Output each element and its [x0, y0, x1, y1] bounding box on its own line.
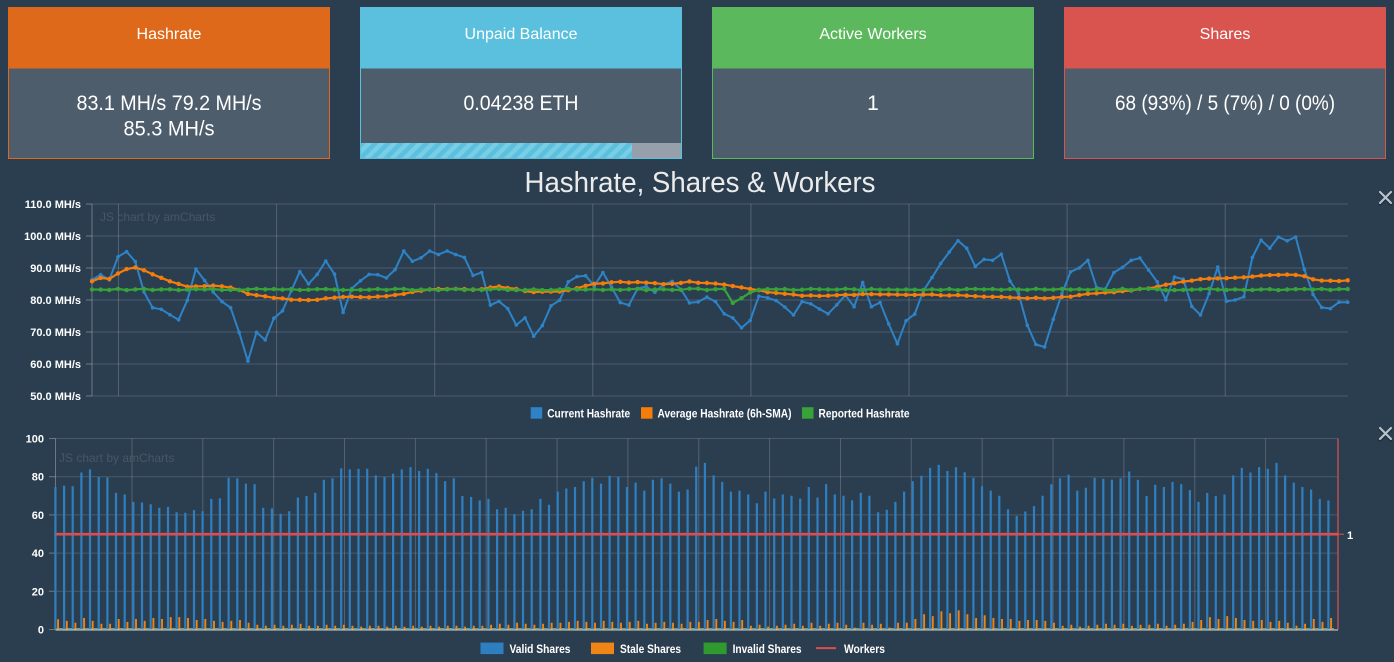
svg-text:80.0 MH/s: 80.0 MH/s [30, 295, 81, 307]
svg-text:83.1 MH/s 79.2 MH/s: 83.1 MH/s 79.2 MH/s [77, 92, 262, 115]
svg-text:Workers: Workers [844, 642, 885, 656]
svg-text:Active Workers: Active Workers [819, 26, 926, 43]
svg-text:85.3 MH/s: 85.3 MH/s [124, 118, 215, 141]
svg-text:100: 100 [26, 434, 44, 446]
svg-text:Current Hashrate: Current Hashrate [547, 406, 630, 420]
svg-text:JS chart by amCharts: JS chart by amCharts [100, 210, 215, 224]
svg-text:JS chart by amCharts: JS chart by amCharts [59, 451, 174, 465]
svg-text:1: 1 [1347, 530, 1353, 542]
svg-text:60.0 MH/s: 60.0 MH/s [30, 359, 81, 371]
svg-text:70.0 MH/s: 70.0 MH/s [30, 327, 81, 339]
svg-text:60: 60 [32, 510, 44, 522]
svg-text:Invalid Shares: Invalid Shares [733, 642, 802, 656]
svg-text:Average Hashrate (6h-SMA): Average Hashrate (6h-SMA) [658, 406, 792, 420]
svg-text:0.04238 ETH: 0.04238 ETH [464, 92, 579, 115]
svg-text:20: 20 [32, 586, 44, 598]
svg-text:Shares: Shares [1200, 26, 1251, 43]
svg-text:Reported Hashrate: Reported Hashrate [819, 406, 910, 420]
svg-text:Unpaid Balance: Unpaid Balance [465, 26, 578, 43]
svg-text:Valid Shares: Valid Shares [510, 642, 571, 656]
svg-text:0: 0 [38, 625, 44, 637]
svg-text:Hashrate: Hashrate [137, 26, 202, 43]
svg-text:Stale Shares: Stale Shares [620, 642, 681, 656]
svg-text:40: 40 [32, 548, 44, 560]
svg-text:110.0 MH/s: 110.0 MH/s [25, 199, 81, 211]
svg-text:68 (93%) / 5 (7%) / 0 (0%): 68 (93%) / 5 (7%) / 0 (0%) [1115, 92, 1335, 115]
svg-text:90.0 MH/s: 90.0 MH/s [30, 263, 81, 275]
svg-text:100.0 MH/s: 100.0 MH/s [24, 231, 81, 243]
svg-text:1: 1 [867, 92, 879, 115]
svg-text:80: 80 [32, 472, 44, 484]
svg-text:50.0 MH/s: 50.0 MH/s [30, 391, 81, 403]
svg-text:Hashrate, Shares & Workers: Hashrate, Shares & Workers [525, 167, 876, 199]
